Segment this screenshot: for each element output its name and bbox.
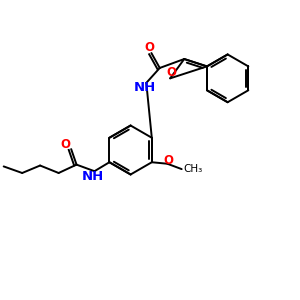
- Text: O: O: [144, 41, 154, 54]
- Text: CH₃: CH₃: [183, 164, 202, 174]
- Text: O: O: [61, 138, 71, 151]
- Text: O: O: [167, 67, 177, 80]
- Text: NH: NH: [82, 170, 104, 183]
- Text: NH: NH: [134, 81, 156, 94]
- Text: O: O: [164, 154, 173, 167]
